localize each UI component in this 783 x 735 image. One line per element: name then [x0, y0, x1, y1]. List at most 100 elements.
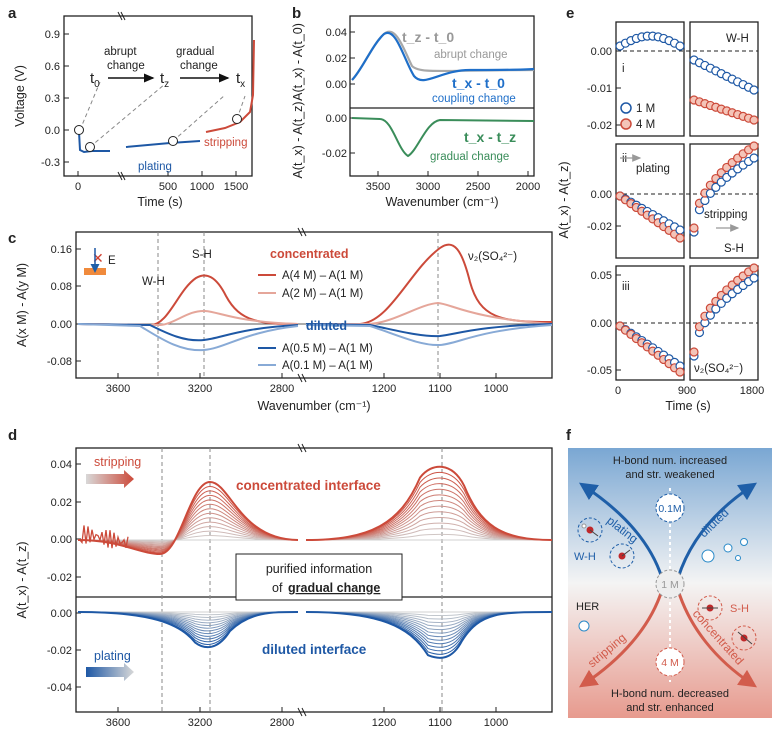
- e-xtick: 1800: [740, 385, 764, 397]
- e-nu-label: ν₂(SO₄²⁻): [694, 363, 743, 375]
- f-conc-01m: 0.1M: [658, 503, 681, 515]
- e-legend-4m: 4 M: [636, 119, 655, 131]
- b-curve-blue: [351, 31, 535, 82]
- c-curve-01m: [77, 323, 553, 352]
- c-ytick: 0.00: [51, 319, 72, 331]
- f-her-label: HER: [576, 601, 599, 613]
- d-ytick: -0.02: [47, 645, 72, 657]
- c-legend-01m: A(0.1 M) – A(1 M): [282, 360, 373, 372]
- c-xtick: 3200: [188, 383, 212, 395]
- d-plating-arrow-icon: [86, 663, 134, 681]
- c-cross-icon: ✕: [92, 250, 104, 266]
- b-xlabel: Wavenumber (cm⁻¹): [385, 195, 498, 209]
- e-row-i: i: [622, 63, 625, 75]
- a-ytick: 0.3: [45, 93, 60, 105]
- d-curves: [77, 465, 553, 659]
- a-tx: tx: [236, 70, 245, 90]
- a-stripping-curve: [205, 39, 255, 133]
- d-box-line2: of: [272, 581, 283, 595]
- e-ytick: -0.05: [587, 365, 612, 377]
- a-xtick: 1000: [190, 181, 214, 193]
- a-ytick: 0.0: [45, 125, 60, 137]
- e-ytick: 0.00: [591, 189, 612, 201]
- b-legend-gray-note: abrupt change: [434, 49, 508, 61]
- a-tz: tz: [160, 70, 169, 90]
- panel-label-b: b: [292, 5, 301, 22]
- b-legend-blue: t_x - t_0: [452, 75, 505, 91]
- a-xtick: 1500: [224, 181, 248, 193]
- e-legend-4m-icon: [620, 118, 632, 130]
- a-ytick: 0.6: [45, 61, 60, 73]
- a-gradual-label2: change: [180, 60, 218, 72]
- d-ytick: 0.00: [51, 608, 72, 620]
- a-ytick: 0.9: [45, 29, 60, 41]
- c-concentrated-label: concentrated: [270, 247, 349, 261]
- b-legend-gray: t_z - t_0: [402, 29, 454, 45]
- e-marker-4m: [675, 233, 685, 243]
- d-xtick: 3200: [188, 717, 212, 729]
- c-legend-2m: A(2 M) – A(1 M): [282, 288, 363, 300]
- f-water-weak-icon: [577, 517, 635, 569]
- b-ylabel-bottom: A(t_x) - A(t_z): [291, 101, 305, 178]
- e-legend-1m-icon: [620, 102, 632, 114]
- e-ytick: -0.02: [587, 120, 612, 132]
- b-ytick: 0.00: [326, 113, 347, 125]
- d-xtick: 1200: [372, 717, 396, 729]
- b-ylabel-top: A(t_x) - A(t_0): [291, 23, 305, 101]
- f-arrow-diluted: [676, 482, 757, 579]
- panel-f: H-bond num. increased and str. weakened …: [568, 448, 772, 718]
- panel-label-f: f: [566, 427, 572, 444]
- c-ytick: 0.08: [51, 281, 72, 293]
- d-conc-label: concentrated interface: [236, 478, 381, 493]
- d-xtick: 2800: [270, 717, 294, 729]
- panel-label-e: e: [566, 5, 574, 22]
- c-nu-label: ν₂(SO₄²⁻): [468, 251, 517, 263]
- d-conc-curve: [77, 477, 553, 553]
- f-top-line1: H-bond num. increased: [613, 455, 727, 467]
- c-xtick: 1100: [428, 383, 452, 395]
- a-marker-tx: [232, 114, 242, 124]
- d-dil-label: diluted interface: [262, 642, 367, 657]
- d-conc-curve: [77, 488, 553, 551]
- b-legend-blue-note: coupling change: [432, 93, 516, 105]
- c-curve-05m: [77, 323, 553, 342]
- e-ytick: -0.01: [587, 83, 612, 95]
- e-marker-4m: [749, 141, 759, 151]
- a-xtick: 0: [75, 181, 81, 193]
- a-plating-curve-left: [78, 131, 110, 154]
- f-sh-label: S-H: [730, 603, 749, 615]
- d-ytick: -0.02: [47, 572, 72, 584]
- e-marker-1m: [749, 153, 759, 163]
- d-conc-curve: [77, 465, 553, 556]
- a-stripping-label: stripping: [204, 137, 247, 149]
- e-ytick: 0.00: [591, 318, 612, 330]
- b-ytick: -0.02: [322, 148, 347, 160]
- a-xtick: 500: [159, 181, 177, 193]
- panel-c: 0.16 0.08 0.00 -0.08 3600 3200 2800 1200…: [15, 227, 553, 413]
- e-legend-1m: 1 M: [636, 103, 655, 115]
- f-bubbles-icon: [578, 538, 748, 632]
- e-row-iii: iii: [622, 281, 630, 293]
- d-plating-label: plating: [94, 649, 131, 663]
- e-marker-4m: [749, 115, 759, 125]
- c-xlabel: Wavenumber (cm⁻¹): [257, 399, 370, 413]
- d-conc-curve: [77, 494, 553, 550]
- a-t0: t0: [90, 70, 100, 90]
- d-ytick: -0.04: [47, 682, 72, 694]
- d-ytick: 0.00: [51, 534, 72, 546]
- a-xlabel: Time (s): [137, 195, 182, 209]
- e-ytick: 0.00: [591, 46, 612, 58]
- panel-label-d: d: [8, 427, 17, 444]
- a-marker-plating: [168, 136, 178, 146]
- d-xtick: 3600: [106, 717, 130, 729]
- e-xlabel: Time (s): [665, 399, 710, 413]
- b-xtick: 2500: [466, 181, 490, 193]
- f-bot-line2: and str. enhanced: [626, 702, 713, 714]
- c-ylabel: A(x M) - A(y M): [15, 263, 29, 347]
- a-ylabel: Voltage (V): [13, 65, 27, 127]
- c-legend-4m: A(4 M) – A(1 M): [282, 270, 363, 282]
- c-xtick: 3600: [106, 383, 130, 395]
- e-ylabel: A(t_x) - A(t_z): [557, 161, 571, 238]
- d-conc-curve: [77, 483, 553, 552]
